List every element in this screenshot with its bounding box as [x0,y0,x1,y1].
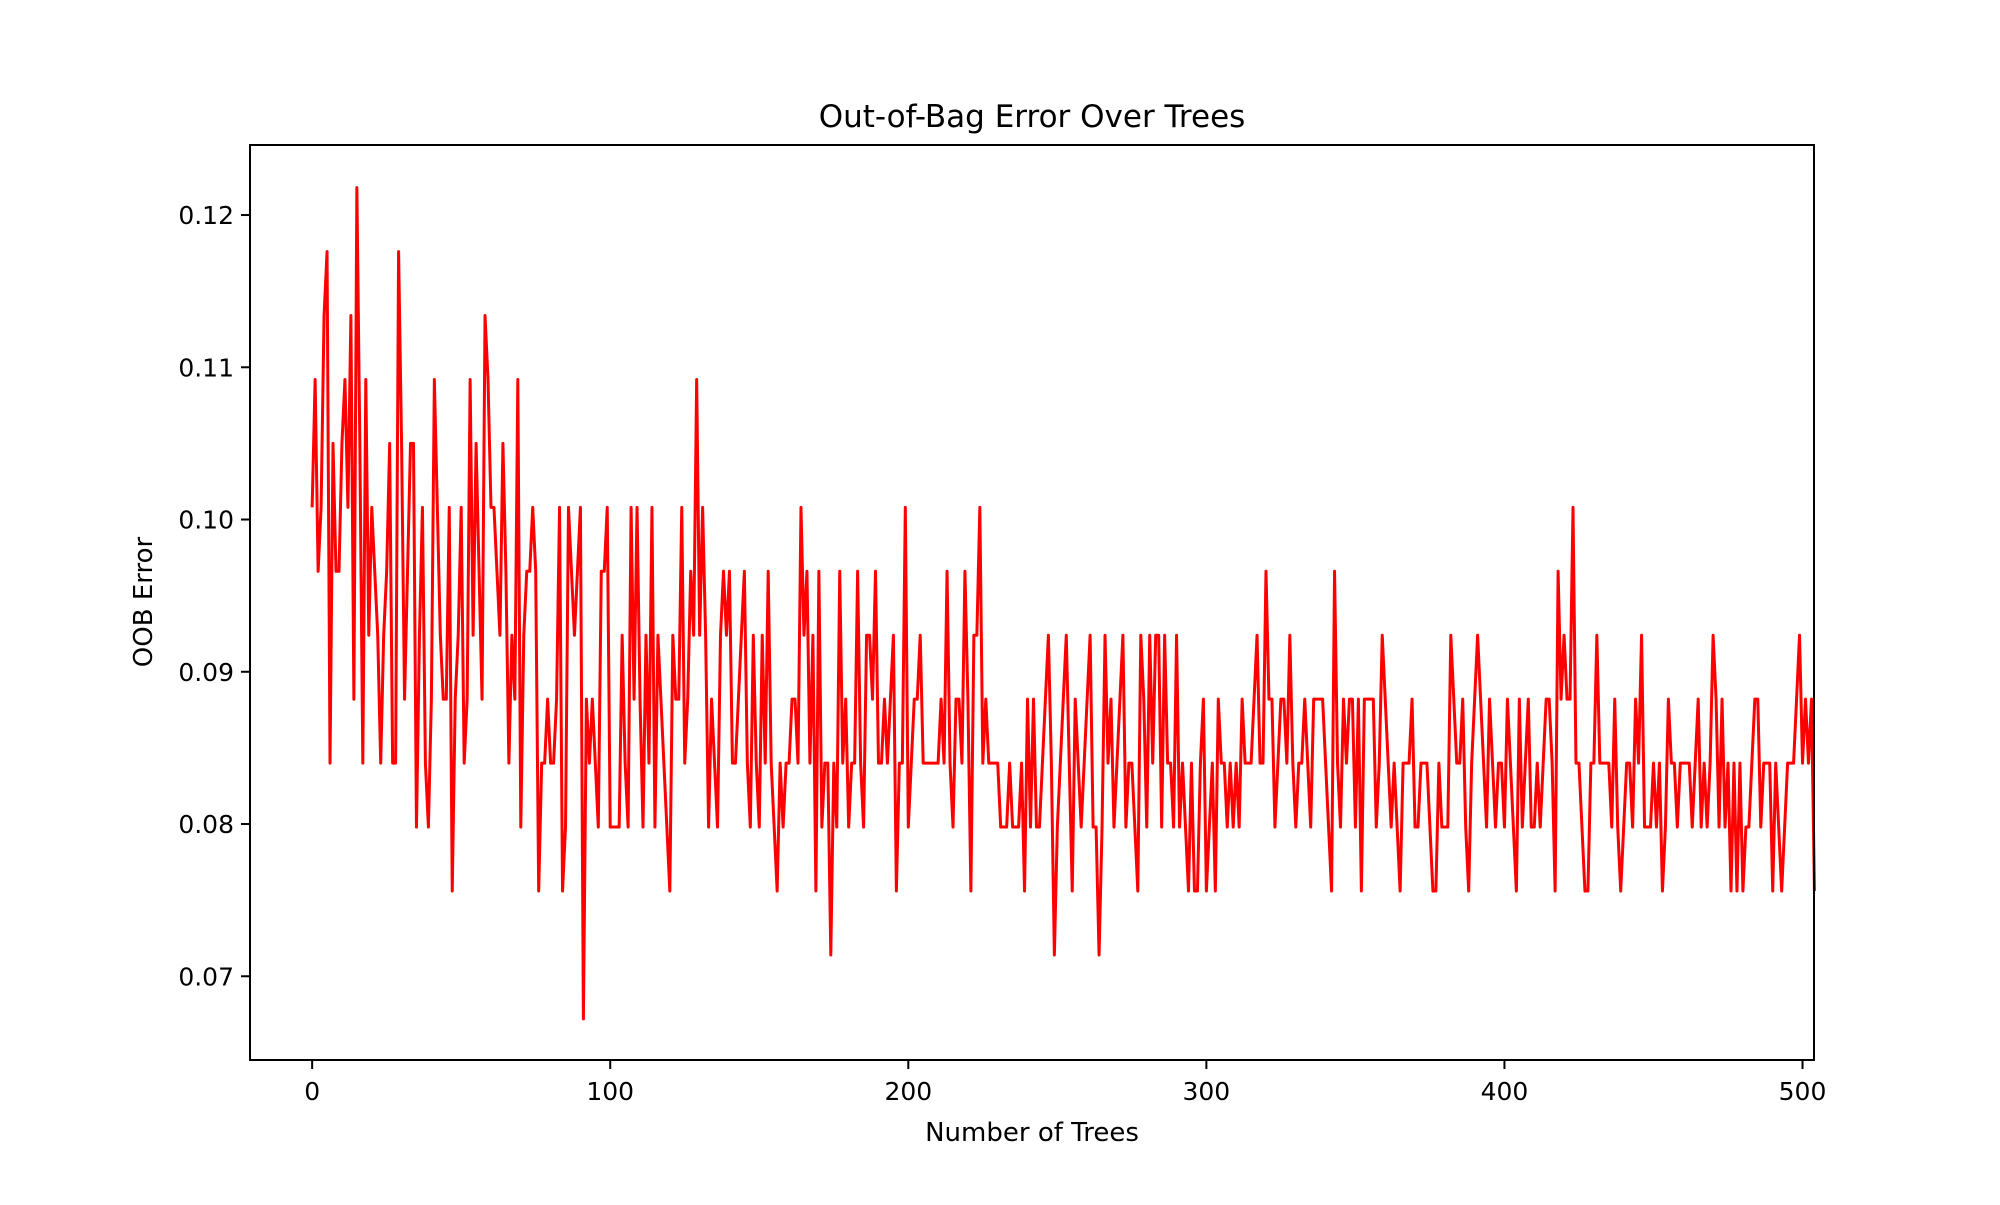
x-tick-label: 300 [1183,1077,1231,1106]
x-tick-label: 200 [884,1077,932,1106]
plot-frame [249,144,1815,1061]
y-tick-label: 0.11 [178,353,234,382]
x-tick-label: 100 [586,1077,634,1106]
series-layer [310,186,1816,1021]
series-line-0 [310,186,1816,1021]
y-tick-label: 0.08 [178,810,234,839]
chart-title: Out-of-Bag Error Over Trees [819,99,1246,135]
y-tick-label: 0.10 [178,506,234,535]
x-tick-label: 500 [1779,1077,1827,1106]
x-axis-title: Number of Trees [925,1118,1139,1148]
y-tick-label: 0.09 [178,658,234,687]
x-tick-label: 400 [1481,1077,1529,1106]
x-tick-label: 0 [304,1077,320,1106]
y-axis: 0.07 0.08 0.09 0.10 0.11 0.12 [178,201,250,991]
y-tick-label: 0.07 [178,962,234,991]
y-tick-label: 0.12 [178,201,234,230]
x-axis: 0 100 200 300 400 500 [304,1060,1826,1106]
plot-area [250,145,1814,1060]
y-axis-title: OOB Error [129,536,159,667]
